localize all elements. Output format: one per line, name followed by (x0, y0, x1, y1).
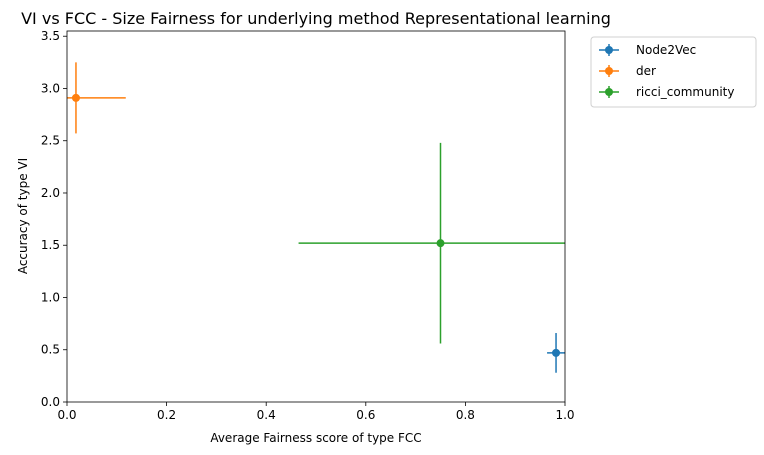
legend-swatch-marker (605, 88, 613, 96)
x-axis-ticks: 0.0 0.2 0.4 0.6 0.8 1.0 (57, 402, 575, 422)
chart-title: VI vs FCC - Size Fairness for underlying… (21, 9, 611, 28)
x-tick-label: 0.8 (456, 408, 475, 422)
legend-entry-ricci-community: ricci_community (599, 85, 734, 99)
data-point-node2vec (552, 348, 561, 357)
x-tick-label: 0.2 (157, 408, 176, 422)
x-tick-label: 0.0 (57, 408, 76, 422)
y-tick-label: 2.5 (41, 134, 60, 148)
y-tick-label: 0.5 (41, 343, 60, 357)
series-ricci-community (298, 142, 565, 344)
x-tick-label: 1.0 (555, 408, 574, 422)
legend-swatch-marker (605, 67, 613, 75)
series-node2vec (547, 333, 565, 373)
y-tick-label: 1.5 (41, 238, 60, 252)
y-tick-label: 3.5 (41, 29, 60, 43)
y-axis-ticks: 0.0 0.5 1.0 1.5 2.0 2.5 3.0 3.5 (41, 29, 67, 409)
legend-label: ricci_community (636, 85, 734, 99)
legend-entry-der: der (599, 64, 656, 78)
data-point-der (71, 93, 80, 102)
legend: Node2Vec der ricci_community (590, 36, 757, 108)
y-tick-label: 2.0 (41, 186, 60, 200)
series-der (67, 62, 126, 134)
legend-entry-node2vec: Node2Vec (599, 43, 696, 57)
y-axis-label: Accuracy of type VI (16, 158, 30, 274)
series-layer (67, 62, 565, 373)
legend-swatch-marker (605, 46, 613, 54)
y-tick-label: 0.0 (41, 395, 60, 409)
x-tick-label: 0.4 (257, 408, 276, 422)
y-tick-label: 1.0 (41, 290, 60, 304)
legend-box (590, 36, 757, 108)
legend-label: der (636, 64, 656, 78)
legend-label: Node2Vec (636, 43, 696, 57)
plot-frame (66, 30, 566, 403)
data-point-ricci-community (436, 239, 445, 248)
y-tick-label: 3.0 (41, 81, 60, 95)
x-axis-label: Average Fairness score of type FCC (210, 431, 421, 445)
x-tick-label: 0.6 (356, 408, 375, 422)
